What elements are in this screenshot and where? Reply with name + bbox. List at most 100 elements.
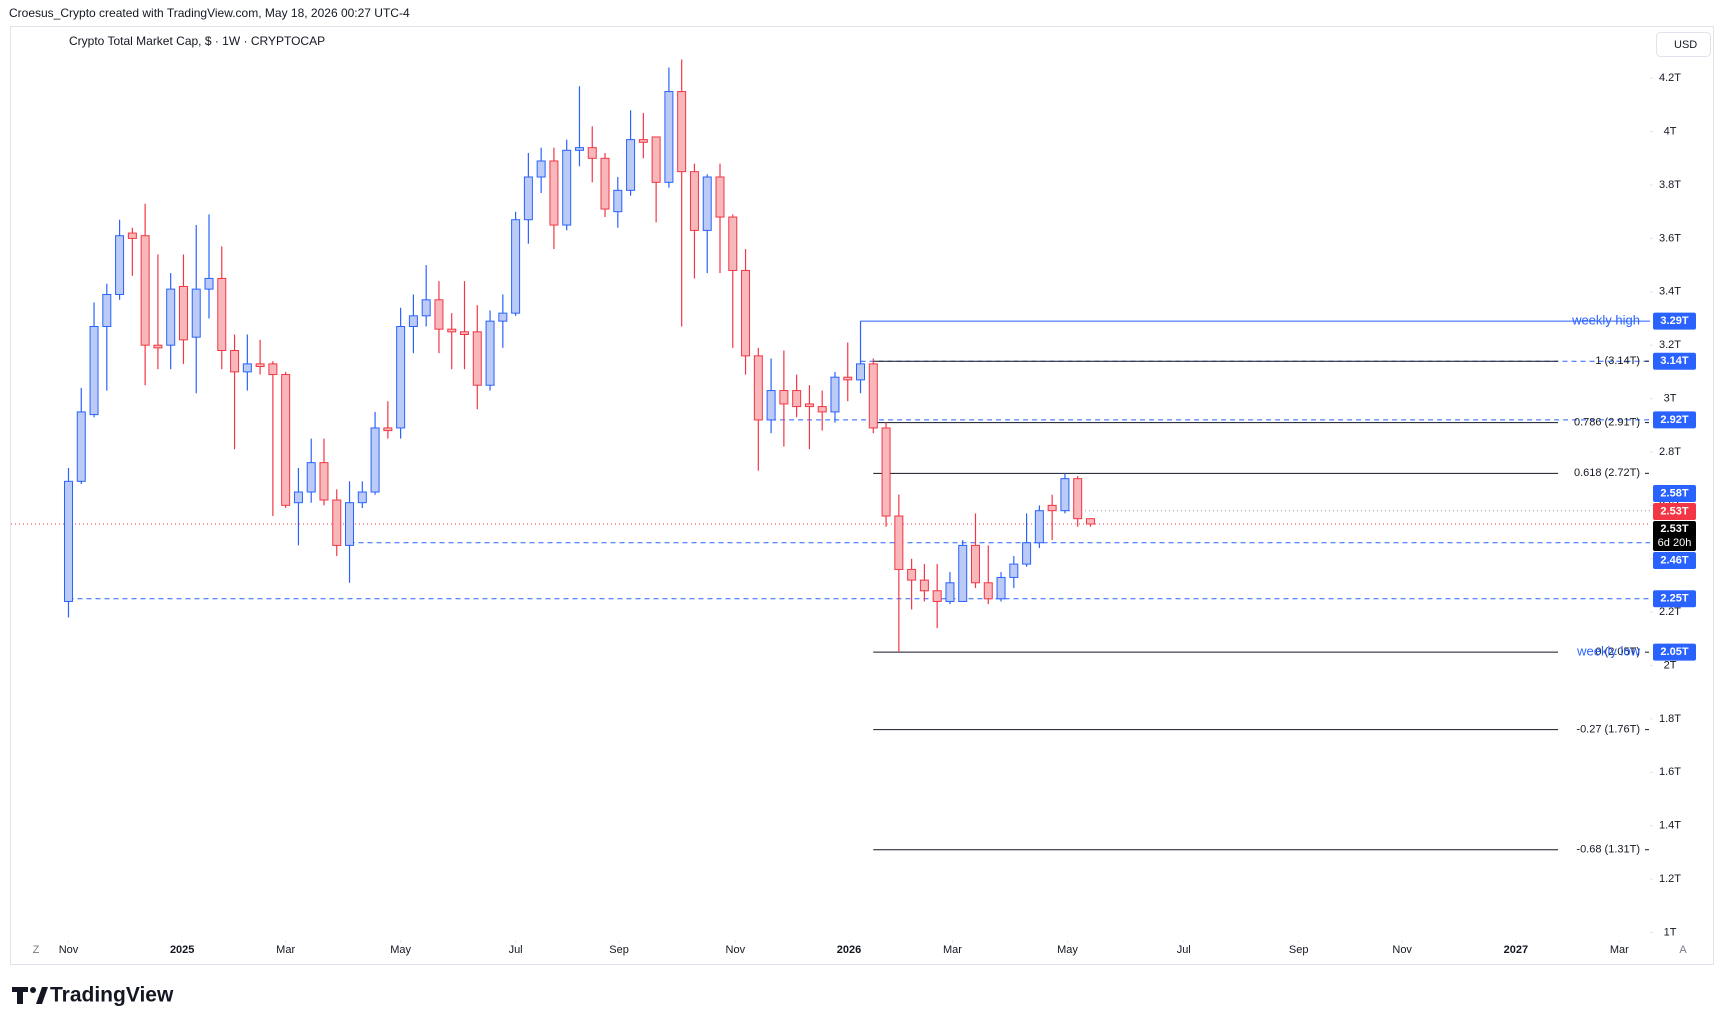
candle-body: [102, 293, 112, 327]
candle-body: [115, 235, 125, 295]
price-tag-label: 2.46T: [1660, 554, 1688, 566]
candle-body: [1085, 518, 1095, 525]
fib-label: 0.618 (2.72T): [1574, 467, 1640, 479]
candle-body: [268, 363, 278, 376]
candle-body: [651, 136, 661, 183]
y-tick-label: 3.4T: [1659, 286, 1681, 298]
candle-body: [562, 149, 572, 226]
candle-body: [600, 157, 610, 210]
candle-body: [217, 277, 227, 352]
price-tag-label: 3.29T: [1660, 315, 1688, 327]
chart-frame: [10, 26, 1714, 965]
brand-name: TradingView: [50, 984, 174, 1007]
candle-body: [166, 288, 176, 346]
x-tick-label: 2025: [170, 944, 194, 956]
candle-body: [983, 582, 993, 600]
plot-area: [11, 59, 1650, 851]
price-tag: [1653, 643, 1696, 661]
x-tick-label: Sep: [1289, 944, 1309, 956]
price-tag-label: 2.58T: [1660, 487, 1688, 499]
candle-body: [511, 219, 521, 314]
candle-body: [204, 277, 214, 290]
candle-body: [664, 91, 674, 183]
candle-body: [958, 544, 968, 602]
fib-label: -0.27 (1.76T): [1576, 724, 1640, 736]
candle-body: [472, 331, 482, 386]
candle-body: [996, 576, 1006, 600]
currency-label[interactable]: USD: [1674, 39, 1697, 51]
candle-body: [434, 299, 444, 330]
x-tick-label: Mar: [943, 944, 962, 956]
candle-body: [779, 390, 789, 405]
candle-body: [1009, 563, 1019, 578]
candle-body: [715, 176, 725, 218]
y-tick-label: 4.2T: [1659, 72, 1681, 84]
candle-body: [408, 315, 418, 327]
y-tick-label: 1T: [1664, 926, 1677, 938]
candle-body: [1034, 510, 1044, 544]
candle-body: [460, 331, 470, 336]
candle-body: [536, 160, 546, 178]
price-tag-label: 3.14T: [1660, 355, 1688, 367]
candle-body: [281, 374, 291, 506]
price-tag-label: 2.53T: [1660, 505, 1688, 517]
candle-body: [1022, 542, 1032, 565]
y-tick-label: 2.2T: [1659, 606, 1681, 618]
candle-body: [127, 232, 137, 239]
candle-body: [613, 189, 623, 213]
candle-body: [306, 462, 316, 493]
candle-body: [191, 288, 201, 338]
candle-body: [242, 363, 252, 373]
candle-body: [843, 376, 853, 381]
x-tick-label: Nov: [1392, 944, 1412, 956]
candle-body: [626, 139, 636, 191]
candle-body: [345, 502, 355, 546]
y-tick-label: 3T: [1664, 392, 1677, 404]
candle-body: [319, 462, 329, 501]
x-tick-label: Jul: [509, 944, 523, 956]
x-tick-label: Nov: [726, 944, 746, 956]
x-tick-label: May: [1057, 944, 1078, 956]
countdown-label: 6d 20h: [1658, 537, 1692, 549]
candle-body: [447, 328, 457, 333]
x-tick-label: Jul: [1177, 944, 1191, 956]
candle-body: [945, 582, 955, 602]
y-tick-label: 1.4T: [1659, 820, 1681, 832]
y-tick-label: 1.6T: [1659, 766, 1681, 778]
candle-body: [63, 480, 73, 602]
fib-label: 0 (2.05T): [1595, 646, 1640, 658]
y-tick-label: 2T: [1664, 659, 1677, 671]
y-tick-label: 1.8T: [1659, 713, 1681, 725]
auto-scale-button[interactable]: A: [1679, 944, 1687, 956]
price-tag: [1653, 485, 1696, 503]
fib-label: 1 (3.14T): [1595, 355, 1640, 367]
candle-body: [638, 139, 648, 143]
candle-body: [498, 312, 508, 322]
price-tag-label: 2.53T: [1660, 523, 1688, 535]
candle-body: [932, 590, 942, 602]
candle-body: [370, 427, 380, 493]
annotation: weekly low: [1576, 644, 1640, 659]
fib-label: -0.68 (1.31T): [1576, 844, 1640, 856]
candle-body: [1047, 504, 1057, 512]
candle-body: [574, 147, 584, 151]
x-tick-label: Mar: [276, 944, 295, 956]
fib-label: 0.786 (2.91T): [1574, 417, 1640, 429]
zoom-button[interactable]: Z: [33, 944, 40, 956]
currency-button[interactable]: [1656, 32, 1711, 57]
price-tag: [1653, 411, 1696, 429]
candle-body: [421, 299, 431, 317]
x-tick-label: Sep: [609, 944, 629, 956]
candle-body: [523, 176, 533, 221]
attribution: Croesus_Crypto created with TradingView.…: [9, 6, 410, 20]
y-tick-label: 3.6T: [1659, 232, 1681, 244]
candle-body: [153, 344, 163, 349]
x-tick-label: Nov: [59, 944, 79, 956]
candle-body: [766, 390, 776, 421]
candle-body: [689, 171, 699, 231]
price-tag-label: 2.92T: [1660, 414, 1688, 426]
candle-body: [89, 325, 99, 416]
brand-logo: [12, 987, 48, 1004]
x-tick-label: Mar: [1610, 944, 1629, 956]
candle-body: [894, 515, 904, 570]
